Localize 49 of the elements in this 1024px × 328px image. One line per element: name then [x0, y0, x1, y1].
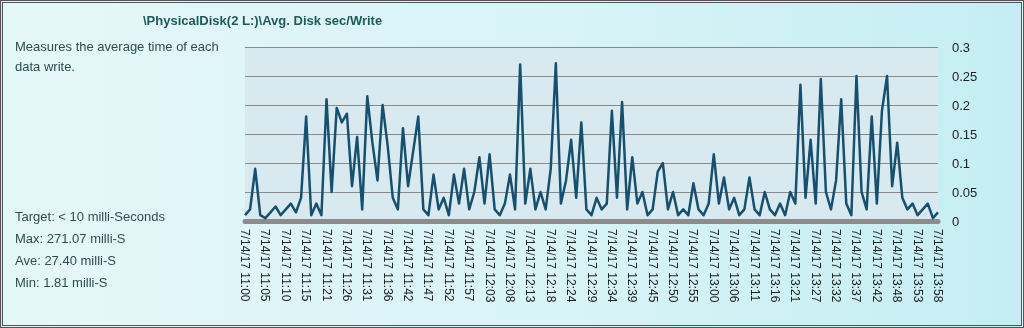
x-tick-label: 7/14/17 11:00 — [238, 229, 252, 302]
x-tick-label: 7/14/17 13:42 — [869, 229, 884, 303]
x-tick-label: 7/14/17 12:34 — [604, 229, 619, 303]
x-tick-label: 7/14/17 11:10 — [278, 229, 293, 302]
x-tick-label: 7/14/17 12:50 — [666, 229, 681, 303]
y-tick-label: 0.1 — [952, 155, 971, 171]
x-tick-label: 7/14/17 13:00 — [706, 229, 721, 303]
x-tick-label: 7/14/17 12:39 — [625, 229, 640, 303]
x-tick-label: 7/14/17 12:45 — [645, 229, 660, 303]
x-tick-label: 7/14/17 12:18 — [543, 229, 558, 303]
y-tick-label: 0.25 — [952, 68, 978, 84]
text: Ave: 27.40 milli-S — [15, 253, 116, 268]
x-tick-label: 7/14/17 11:05 — [258, 229, 273, 302]
x-tick-label: 7/14/17 13:53 — [910, 229, 925, 303]
y-tick-label: 0.05 — [952, 184, 978, 200]
line-series — [243, 61, 940, 220]
x-tick-label: 7/14/17 12:55 — [686, 229, 701, 303]
x-tick-label: 7/14/17 11:52 — [441, 229, 456, 302]
x-tick-label: 7/14/17 11:57 — [462, 229, 477, 302]
x-tick-label: 7/14/17 11:42 — [401, 229, 416, 302]
x-tick-label: 7/14/17 11:15 — [299, 229, 314, 302]
x-tick-label: 7/14/17 13:06 — [727, 229, 742, 303]
x-tick-label: 7/14/17 13:27 — [808, 229, 823, 303]
x-tick-label: 7/14/17 12:29 — [584, 229, 599, 303]
text: Min: 1.81 milli-S — [15, 275, 108, 290]
chart-title: \PhysicalDisk(2 L:)\Avg. Disk sec/Write — [143, 13, 383, 28]
text: Target: < 10 milli-Seconds — [15, 209, 165, 224]
x-tick-label: 7/14/17 13:11 — [747, 229, 762, 302]
y-tick-label: 0 — [952, 213, 960, 229]
x-tick-label: 7/14/17 12:24 — [564, 229, 579, 303]
x-tick-label: 7/14/17 13:21 — [788, 229, 803, 303]
x-tick-label: 7/14/17 13:32 — [829, 229, 844, 303]
x-tick-label: 7/14/17 13:37 — [849, 229, 864, 303]
x-tick-label: 7/14/17 12:03 — [482, 229, 497, 303]
x-tick-label: 7/14/17 12:13 — [523, 229, 538, 303]
x-tick-label: 7/14/17 11:36 — [380, 229, 395, 302]
x-tick-label: 7/14/17 13:48 — [890, 229, 905, 303]
y-tick-label: 0.2 — [952, 97, 971, 113]
text: Max: 271.07 milli-S — [15, 231, 126, 246]
x-tick-label: 7/14/17 12:08 — [502, 229, 517, 303]
x-tick-label: 7/14/17 11:26 — [339, 229, 354, 302]
x-tick-label: 7/14/17 11:21 — [319, 229, 334, 302]
x-tick-label: 7/14/17 13:16 — [767, 229, 782, 303]
x-tick-label: 7/14/17 13:58 — [931, 229, 945, 303]
text: Measures the average time of each data write. — [15, 38, 220, 76]
y-tick-label: 0.3 — [952, 39, 971, 55]
x-tick-label: 7/14/17 11:47 — [421, 229, 436, 302]
y-tick-label: 0.15 — [952, 126, 978, 142]
x-tick-label: 7/14/17 11:31 — [360, 229, 375, 302]
